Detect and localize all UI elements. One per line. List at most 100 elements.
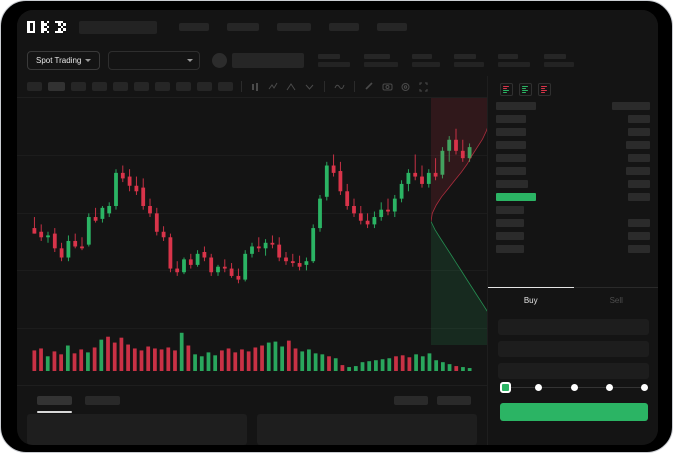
candlestick-type-icon[interactable] <box>250 81 261 92</box>
timeframe-1w[interactable] <box>218 82 233 91</box>
indicators-icon[interactable] <box>268 81 279 92</box>
tab-buy[interactable]: Buy <box>488 287 574 313</box>
footer-tab-open-orders[interactable] <box>37 396 72 405</box>
chart-tools-group <box>250 81 429 92</box>
amount-field[interactable] <box>498 363 649 379</box>
footer-action-1[interactable] <box>394 396 428 405</box>
orderbook-icon-line <box>541 90 547 91</box>
last-price-skeleton <box>232 52 305 68</box>
nav-item-4[interactable] <box>329 23 359 31</box>
orderbook-price-cell <box>496 115 526 123</box>
ask-row-5[interactable] <box>496 154 650 162</box>
chevron-down-icon <box>187 58 194 62</box>
orderbook-amount-cell <box>628 115 650 123</box>
fullscreen-icon[interactable] <box>418 81 429 92</box>
bid-row-1[interactable] <box>496 206 650 214</box>
timeframe-4h[interactable] <box>155 82 170 91</box>
gridline <box>17 155 487 157</box>
chevron-down-icon <box>85 58 92 62</box>
tab-sell[interactable]: Sell <box>573 287 658 313</box>
stat-extra-value <box>544 61 575 67</box>
toolbar-divider <box>354 81 355 92</box>
orderbook-amount-cell <box>626 167 650 175</box>
orderbook-layout-toggles <box>488 76 658 102</box>
ruler-icon[interactable] <box>364 81 375 92</box>
bid-row-2[interactable] <box>496 219 650 227</box>
timeframe-30m[interactable] <box>92 82 107 91</box>
ask-row-4[interactable] <box>496 141 650 149</box>
trading-pair-selector[interactable] <box>108 50 201 70</box>
stat-extra-label <box>544 53 567 59</box>
line-chart-icon[interactable] <box>334 81 345 92</box>
nav-item-2[interactable] <box>227 23 259 31</box>
ask-row-1[interactable] <box>496 102 650 110</box>
stat-high-value <box>364 61 399 67</box>
slider-node-50[interactable] <box>570 384 578 391</box>
timeframe-1h[interactable] <box>113 82 128 91</box>
bid-row-4[interactable] <box>496 245 650 253</box>
order-panel: Buy Sell <box>487 76 658 445</box>
stat-volume-base-value <box>454 61 485 67</box>
price-field[interactable] <box>498 341 649 357</box>
stat-extra <box>544 53 575 67</box>
settings-gear-icon[interactable] <box>400 81 411 92</box>
price-chart[interactable] <box>17 98 487 385</box>
timeframe-6h[interactable] <box>176 82 191 91</box>
compare-icon[interactable] <box>286 81 297 92</box>
footer-tab-order-history[interactable] <box>85 396 120 405</box>
footer-action-2[interactable] <box>437 396 471 405</box>
last-price-row[interactable] <box>496 193 650 201</box>
ask-row-3[interactable] <box>496 128 650 136</box>
orderbook-layout-bids-icon[interactable] <box>519 83 532 96</box>
stat-volume-quote-value <box>498 61 531 67</box>
orderbook-price-cell <box>496 102 536 110</box>
stat-low-label <box>412 53 433 59</box>
market-toolbar: Spot Trading <box>17 44 658 76</box>
market-stats <box>304 53 575 67</box>
orderbook-layout-both-icon[interactable] <box>500 83 513 96</box>
gridline <box>17 212 487 214</box>
ask-row-7[interactable] <box>496 180 650 188</box>
orderbook-price-cell <box>496 206 524 214</box>
spot-trading-label: Spot Trading <box>36 55 82 65</box>
nav-item-3[interactable] <box>277 23 311 31</box>
stat-high-label <box>364 53 391 59</box>
timeframe-1d[interactable] <box>197 82 212 91</box>
stat-volume-base-label <box>454 53 477 59</box>
chart-style-chevron-icon[interactable] <box>304 81 315 92</box>
bottom-panel-left <box>27 414 247 445</box>
global-search-input[interactable] <box>79 20 157 34</box>
timeframe-15m[interactable] <box>71 82 86 91</box>
buy-sell-tabs: Buy Sell <box>488 287 658 313</box>
orderbook-layout-asks-icon[interactable] <box>538 83 551 96</box>
nav-item-1[interactable] <box>179 23 209 31</box>
slider-handle[interactable] <box>500 382 511 393</box>
orderbook-amount-cell <box>628 245 650 253</box>
slider-node-75[interactable] <box>605 384 613 391</box>
timeframe-1m[interactable] <box>27 82 42 91</box>
order-book[interactable] <box>488 102 658 253</box>
okx-logo[interactable] <box>27 20 69 34</box>
toolbar-divider <box>241 81 242 92</box>
amount-percent-slider[interactable] <box>500 382 648 394</box>
orderbook-amount-cell <box>628 128 650 136</box>
place-buy-order-button[interactable] <box>500 403 648 421</box>
stat-low-value <box>412 61 441 67</box>
slider-node-25[interactable] <box>535 384 543 391</box>
timeframe-5m[interactable] <box>48 82 65 91</box>
orderbook-icon-line <box>541 86 547 87</box>
timeframe-2h[interactable] <box>134 82 149 91</box>
order-type-field[interactable] <box>498 319 649 335</box>
orderbook-amount-cell <box>628 193 650 201</box>
slider-node-100[interactable] <box>641 384 648 391</box>
orderbook-amount-cell <box>612 102 650 110</box>
stat-high <box>364 53 399 67</box>
orderbook-icon-line <box>541 92 546 93</box>
stat-volume-quote-label <box>498 53 519 59</box>
ask-row-2[interactable] <box>496 115 650 123</box>
spot-trading-dropdown[interactable]: Spot Trading <box>27 50 101 70</box>
camera-icon[interactable] <box>382 81 393 92</box>
ask-row-6[interactable] <box>496 167 650 175</box>
nav-item-5[interactable] <box>377 23 407 31</box>
bid-row-3[interactable] <box>496 232 650 240</box>
